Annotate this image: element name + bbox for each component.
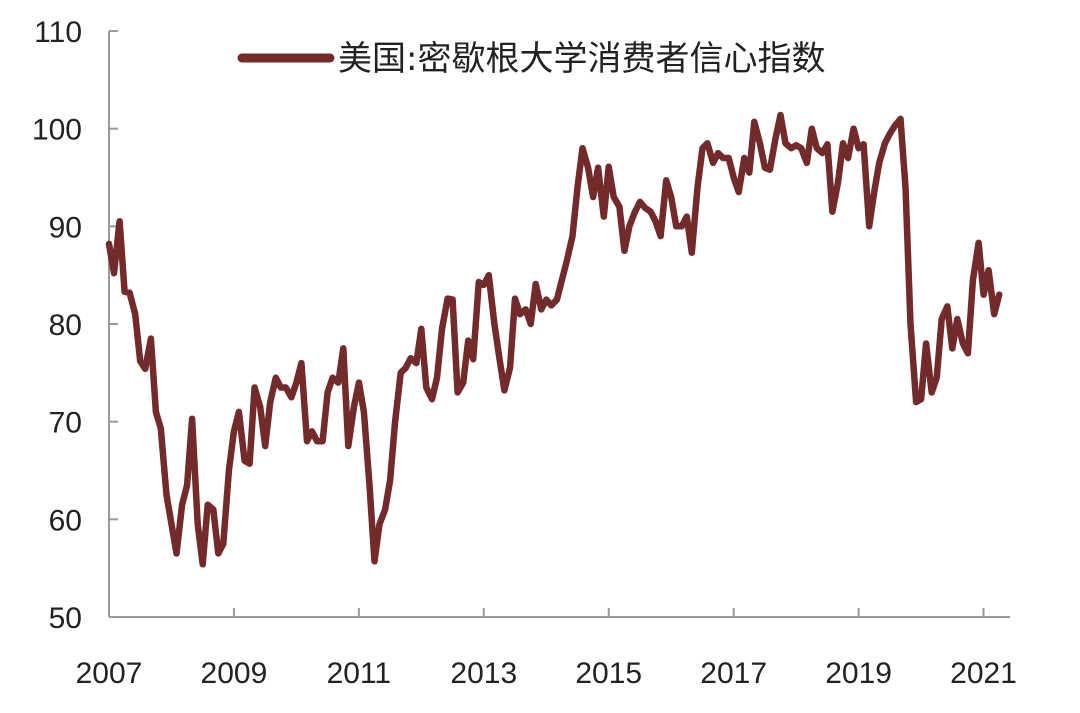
y-tick-label: 100 — [32, 114, 82, 147]
series-layer — [105, 111, 1003, 568]
x-tick-label: 2009 — [201, 657, 268, 690]
y-tick-label: 90 — [49, 211, 82, 244]
x-tick-label: 2013 — [450, 657, 517, 690]
series-line — [105, 111, 1003, 568]
y-tick-label: 110 — [34, 16, 82, 49]
x-tick-label: 2017 — [700, 657, 767, 690]
x-tick-label: 2019 — [825, 657, 892, 690]
x-tick-label: 2011 — [327, 657, 392, 690]
x-tick-label: 2015 — [575, 657, 642, 690]
legend-label: 美国:密歇根大学消费者信心指数 — [338, 39, 825, 79]
legend: 美国:密歇根大学消费者信心指数 — [237, 39, 825, 79]
y-tick-label: 70 — [49, 407, 82, 440]
x-axis: 2007 2009 2011 2013 2015 2017 2019 2021 — [76, 608, 1017, 690]
y-axis: 50 60 70 80 90 100 110 — [32, 16, 118, 635]
x-tick-label: 2007 — [76, 657, 143, 690]
y-tick-label: 50 — [49, 602, 82, 635]
y-tick-label: 80 — [49, 309, 82, 342]
x-tick-label: 2021 — [950, 657, 1017, 690]
y-tick-label: 60 — [49, 504, 82, 537]
